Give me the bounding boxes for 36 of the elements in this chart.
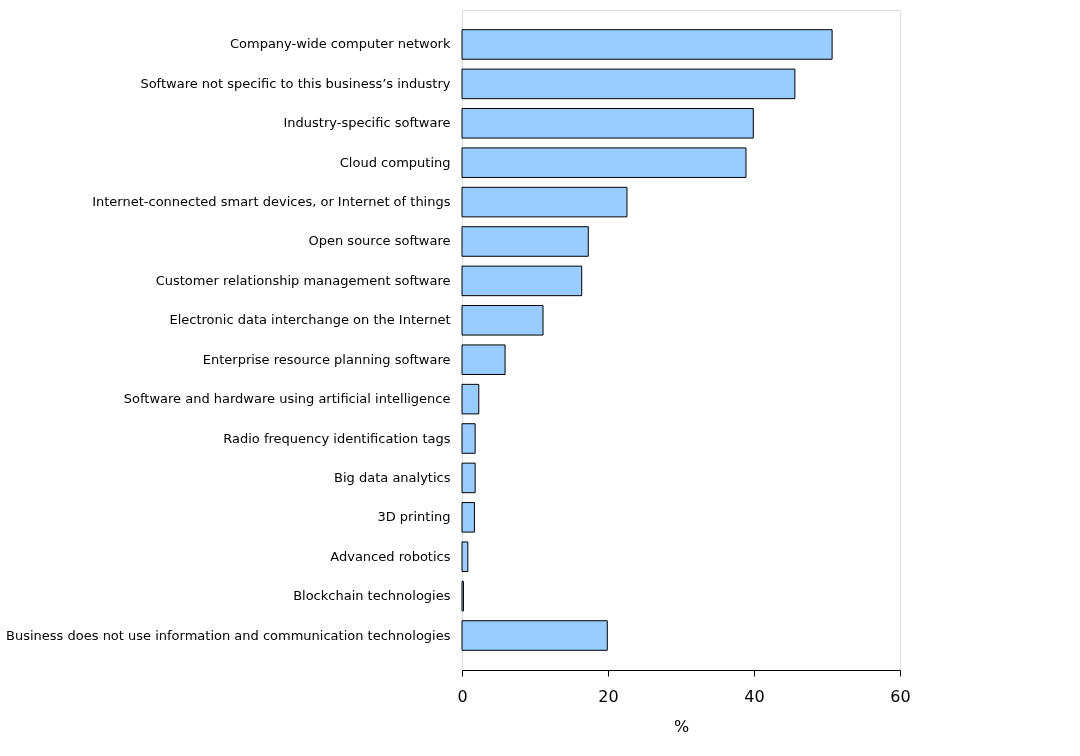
bar <box>461 423 476 454</box>
bar <box>461 344 506 375</box>
y-tick-label: Company-wide computer network <box>229 36 451 52</box>
bar <box>461 502 475 533</box>
bar <box>461 541 469 572</box>
y-tick-label: Open source software <box>308 233 451 249</box>
y-tick-label: Customer relationship management software <box>155 272 451 288</box>
y-tick-label: Radio frequency identification tags <box>223 430 451 446</box>
bar <box>461 462 476 494</box>
y-tick-label: Internet-connected smart devices, or Internet of things <box>92 194 451 210</box>
x-tick-label: 0 <box>457 686 468 706</box>
y-tick-label: Industry-specific software <box>283 115 451 131</box>
bar <box>461 29 833 60</box>
bar <box>461 147 747 178</box>
y-tick-label: Blockchain technologies <box>293 588 451 604</box>
y-tick-label: 3D printing <box>377 509 451 525</box>
y-tick-label: Big data analytics <box>334 469 451 485</box>
y-tick-label: Cloud computing <box>339 154 451 170</box>
bar <box>461 265 583 297</box>
x-axis-title: % <box>673 716 690 736</box>
bar <box>461 186 628 218</box>
bar <box>461 305 544 336</box>
y-tick-label: Business does not use information and communication technologies <box>6 627 451 643</box>
x-tick-label: 40 <box>744 686 765 706</box>
y-tick-label: Software and hardware using artificial intelligence <box>123 391 451 407</box>
x-tick-label: 20 <box>598 686 619 706</box>
x-tick-label: 60 <box>890 686 911 706</box>
bar <box>461 68 796 100</box>
y-tick-label: Software not specific to this business’s industry <box>140 75 451 91</box>
bar <box>461 108 754 139</box>
bar <box>461 383 480 415</box>
y-tick-label: Electronic data interchange on the Internet <box>169 312 451 328</box>
y-tick-label: Enterprise resource planning software <box>202 351 451 367</box>
bar <box>461 226 589 257</box>
bar <box>461 620 608 651</box>
y-tick-label: Advanced robotics <box>330 548 451 564</box>
